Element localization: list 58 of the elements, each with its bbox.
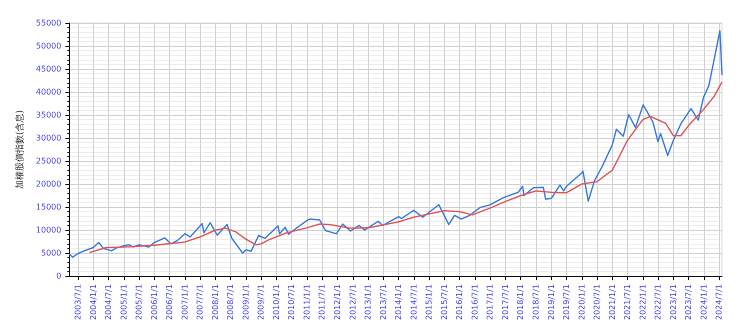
x-tick-label: 2005/1/1 <box>119 284 128 320</box>
x-tick-label: 2014/1/1 <box>394 284 404 320</box>
y-tick-label: 35000 <box>36 110 62 120</box>
x-tick-label: 2019/7/1 <box>562 284 571 320</box>
x-tick-label: 2006/1/1 <box>150 284 159 320</box>
line-series <box>88 81 723 254</box>
x-tick-label: 2014/7/1 <box>409 284 418 320</box>
x-tick-label: 2024/7/1 <box>714 284 724 320</box>
y-tick-label: 0 <box>56 272 62 281</box>
x-tick-label: 2012/7/1 <box>348 284 358 320</box>
x-tick-label: 2015/1/1 <box>424 284 434 320</box>
x-tick-label: 2010/7/1 <box>287 284 296 320</box>
y-tick-label: 25000 <box>36 156 62 166</box>
y-tick-label: 10000 <box>36 226 62 235</box>
x-tick-label: 2023/1/1 <box>668 284 678 320</box>
x-tick-label: 2020/7/1 <box>592 284 602 320</box>
y-tick-label: 30000 <box>36 134 62 143</box>
x-tick-label: 2018/7/1 <box>531 284 540 320</box>
x-tick-label: 2004/7/1 <box>104 284 114 320</box>
x-tick-label: 2009/1/1 <box>242 284 251 320</box>
x-tick-label: 2003/7/1 <box>73 284 82 320</box>
x-tick-label: 2022/1/1 <box>638 284 648 320</box>
x-tick-label: 2008/1/1 <box>210 284 220 320</box>
x-tick-label: 2021/7/1 <box>622 284 632 320</box>
x-tick-label: 2020/1/1 <box>577 284 586 320</box>
x-tick-label: 2019/1/1 <box>546 284 556 320</box>
x-tick-label: 2012/1/1 <box>333 284 342 320</box>
y-tick-label: 40000 <box>36 88 62 97</box>
x-tick-label: 2007/1/1 <box>180 284 190 320</box>
x-tick-label: 2022/7/1 <box>653 284 662 320</box>
x-tick-label: 2004/1/1 <box>88 284 98 320</box>
x-tick-label: 2021/1/1 <box>608 284 617 320</box>
x-tick-label: 2011/1/1 <box>302 284 312 320</box>
y-tick-label: 5000 <box>40 248 62 258</box>
y-tick-label: 55000 <box>36 18 62 28</box>
x-tick-label: 2007/7/1 <box>196 284 205 320</box>
x-tick-label: 2024/1/1 <box>699 284 708 320</box>
x-tick-label: 2015/7/1 <box>440 284 449 320</box>
y-tick-label: 20000 <box>36 180 62 189</box>
x-tick-label: 2018/1/1 <box>516 284 526 320</box>
x-tick-label: 2017/1/1 <box>486 284 495 320</box>
x-tick-label: 2016/7/1 <box>470 284 480 320</box>
y-tick-label: 50000 <box>36 42 62 51</box>
x-tick-label: 2010/1/1 <box>272 284 282 320</box>
x-tick-label: 2008/7/1 <box>226 284 236 320</box>
x-tick-label: 2009/7/1 <box>256 284 266 320</box>
x-tick-label: 2013/1/1 <box>364 284 373 320</box>
x-tick-label: 2011/7/1 <box>318 284 327 320</box>
x-tick-label: 2023/7/1 <box>684 284 693 320</box>
y-tick-label: 45000 <box>36 64 62 74</box>
x-tick-label: 2016/1/1 <box>455 284 464 320</box>
y-axis-title: 加權股價指數(含息) <box>14 110 26 190</box>
x-tick-label: 2013/7/1 <box>378 284 388 320</box>
y-tick-label: 15000 <box>36 202 62 212</box>
x-tick-label: 2005/7/1 <box>134 284 144 320</box>
x-tick-label: 2017/7/1 <box>500 284 510 320</box>
line-series <box>68 30 723 258</box>
x-tick-label: 2006/7/1 <box>165 284 174 320</box>
